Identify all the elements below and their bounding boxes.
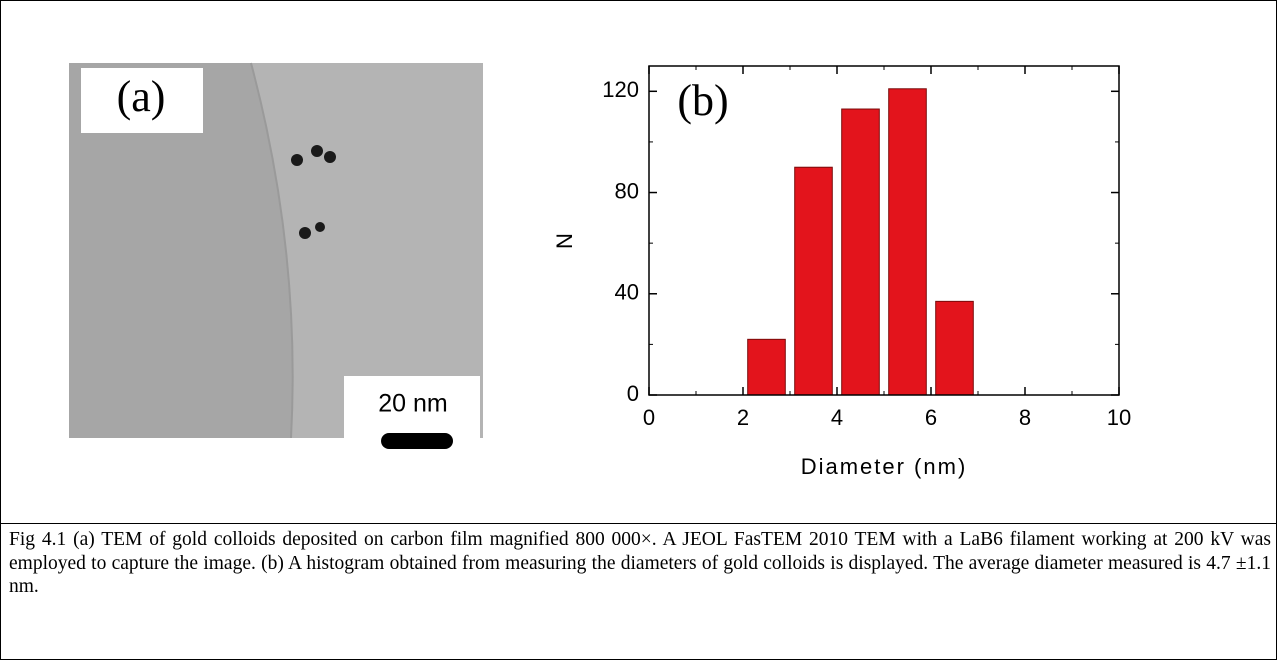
x-tick-label: 6 bbox=[925, 405, 937, 430]
histogram: 0 40 80 120 0 2 4 6 8 10 Diameter (nm) N (b) bbox=[552, 65, 1131, 479]
figure: (a) 20 nm 0 40 80 120 0 2 4 6 8 10 Diameter (nm) N (… bbox=[69, 62, 1131, 479]
x-tick-label: 0 bbox=[643, 405, 655, 430]
x-tick-label: 2 bbox=[737, 405, 749, 430]
panel-label: (a) bbox=[117, 72, 166, 121]
y-tick-label: 40 bbox=[615, 280, 639, 305]
bar bbox=[888, 88, 927, 396]
x-tick-label: 10 bbox=[1107, 405, 1131, 430]
y-tick-label: 120 bbox=[602, 77, 639, 102]
scale-bar-label: 20 nm bbox=[378, 390, 447, 418]
x-tick-label: 8 bbox=[1019, 405, 1031, 430]
bar bbox=[747, 338, 786, 396]
y-tick-label: 0 bbox=[627, 381, 639, 406]
x-tick-label: 4 bbox=[831, 405, 843, 430]
separator bbox=[1, 523, 1276, 524]
bar bbox=[794, 166, 833, 396]
tem-image bbox=[69, 62, 483, 458]
panel-label: (b) bbox=[677, 76, 728, 125]
x-axis-label: Diameter (nm) bbox=[801, 454, 968, 479]
y-tick-label: 80 bbox=[615, 178, 639, 203]
bar bbox=[935, 300, 974, 396]
y-axis-label: N bbox=[552, 233, 577, 249]
caption: Fig 4.1 (a) TEM of gold colloids deposit… bbox=[9, 529, 1271, 597]
bar bbox=[841, 108, 880, 396]
